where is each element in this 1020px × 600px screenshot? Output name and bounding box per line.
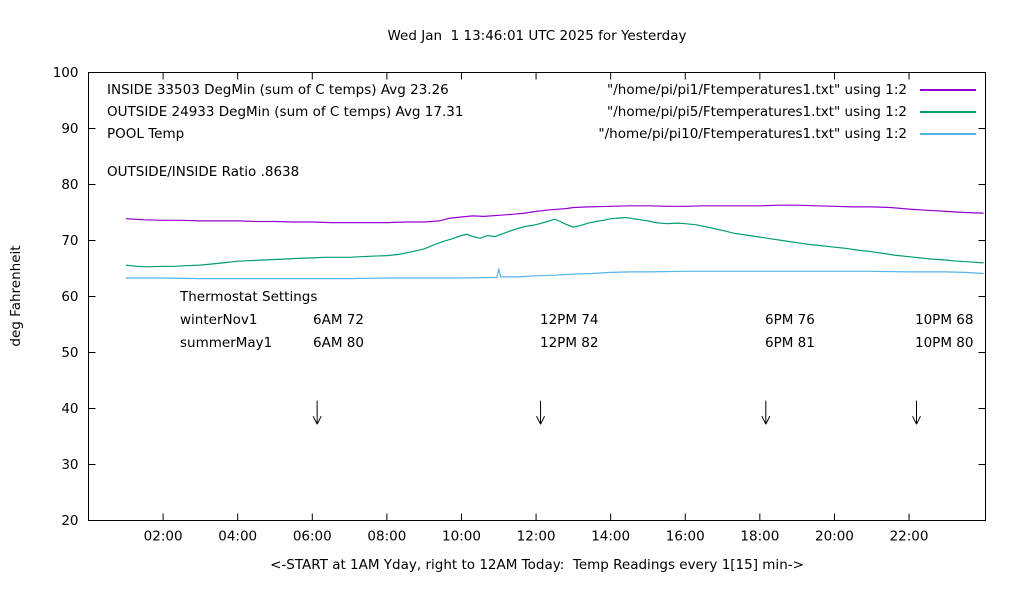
chart-title: Wed Jan 1 13:46:01 UTC 2025 for Yesterda… <box>387 28 687 44</box>
schedule-arrow-head <box>316 415 322 425</box>
legend-line-sample-inside <box>920 89 976 91</box>
legend-file-pool: "/home/pi/pi10/Ftemperatures1.txt" using… <box>598 126 907 142</box>
x-tick-label: 12:00 <box>517 529 556 545</box>
thermostat-setting: 6PM 81 <box>765 335 815 351</box>
thermostat-setting: 10PM 68 <box>915 312 974 328</box>
thermostat-heading: Thermostat Settings <box>180 289 318 305</box>
legend-file-outside: "/home/pi/pi5/Ftemperatures1.txt" using … <box>607 104 907 120</box>
legend-row-pool: POOL Temp "/home/pi/pi10/Ftemperatures1.… <box>107 123 976 145</box>
thermostat-setting: 6AM 80 <box>313 335 364 351</box>
legend-label-pool: POOL Temp <box>107 126 185 142</box>
schedule-arrow-head <box>912 415 917 425</box>
schedule-arrow-head <box>540 415 545 425</box>
x-tick-label: 14:00 <box>591 529 630 545</box>
x-tick-label: 04:00 <box>218 529 257 545</box>
x-tick-label: 06:00 <box>293 529 332 545</box>
x-tick-label: 02:00 <box>144 529 183 545</box>
series-line-outside <box>125 216 984 268</box>
y-tick-label: 80 <box>61 177 78 193</box>
y-tick-label: 50 <box>61 345 78 361</box>
y-tick-label: 60 <box>61 289 78 305</box>
x-tick-label: 08:00 <box>367 529 406 545</box>
y-tick-label: 20 <box>61 513 78 529</box>
thermostat-season-summer: summerMay1 <box>180 335 273 351</box>
legend-label-outside: OUTSIDE 24933 DegMin (sum of C temps) Av… <box>107 104 464 120</box>
y-tick-label: 90 <box>61 121 78 137</box>
schedule-arrow-head <box>312 415 318 425</box>
x-tick-label: 16:00 <box>666 529 705 545</box>
y-tick-label: 70 <box>61 233 78 249</box>
x-tick-label: 10:00 <box>442 529 481 545</box>
x-tick-label: 18:00 <box>740 529 779 545</box>
thermostat-setting: 6PM 76 <box>765 312 815 328</box>
series-line-inside <box>125 204 984 224</box>
y-tick-label: 100 <box>53 65 79 81</box>
x-axis-label: <-START at 1AM Yday, right to 12AM Today… <box>270 557 804 573</box>
schedule-arrow-head <box>761 415 767 425</box>
ratio-annotation: OUTSIDE/INSIDE Ratio .8638 <box>107 164 300 180</box>
schedule-arrow-head <box>916 415 921 425</box>
legend-label-inside: INSIDE 33503 DegMin (sum of C temps) Avg… <box>107 82 449 98</box>
thermostat-setting: 12PM 82 <box>540 335 599 351</box>
legend-file-inside: "/home/pi/pi1/Ftemperatures1.txt" using … <box>607 82 907 98</box>
legend-row-inside: INSIDE 33503 DegMin (sum of C temps) Avg… <box>107 79 976 101</box>
schedule-arrow-head <box>536 415 541 425</box>
thermostat-season-winter: winterNov1 <box>180 312 258 328</box>
thermostat-setting: 10PM 80 <box>915 335 974 351</box>
series-line-pool <box>125 268 984 280</box>
legend: INSIDE 33503 DegMin (sum of C temps) Avg… <box>88 79 985 145</box>
legend-row-outside: OUTSIDE 24933 DegMin (sum of C temps) Av… <box>107 101 976 123</box>
y-tick-label: 30 <box>61 457 78 473</box>
legend-line-sample-outside <box>920 111 976 113</box>
x-tick-label: 20:00 <box>815 529 854 545</box>
x-tick-label: 22:00 <box>890 529 929 545</box>
thermostat-setting: 12PM 74 <box>540 312 599 328</box>
thermostat-setting: 6AM 72 <box>313 312 364 328</box>
y-tick-label: 40 <box>61 401 78 417</box>
schedule-arrow-head <box>765 415 771 425</box>
legend-line-sample-pool <box>920 133 976 135</box>
